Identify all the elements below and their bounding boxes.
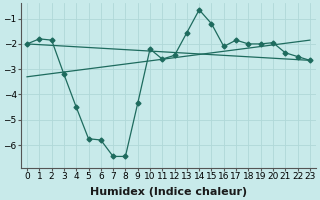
X-axis label: Humidex (Indice chaleur): Humidex (Indice chaleur) — [90, 187, 247, 197]
